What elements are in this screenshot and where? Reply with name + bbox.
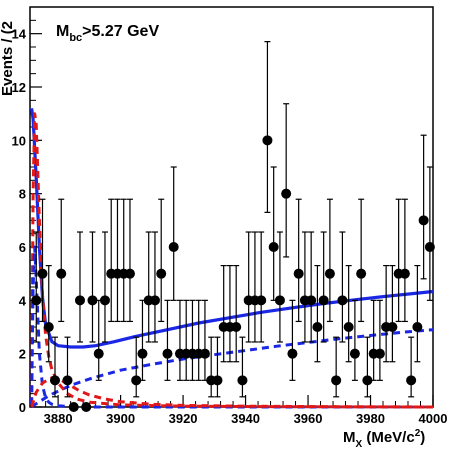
data-point (93, 348, 104, 359)
data-point (156, 268, 167, 279)
data-point (281, 188, 292, 199)
data-point (324, 268, 335, 279)
data-point (68, 402, 79, 412)
data-point (274, 295, 285, 306)
data-point (424, 242, 435, 252)
y-tick-label: 2 (19, 347, 26, 362)
data-point (149, 295, 160, 306)
selection-annotation: Mbc>5.27 GeV (56, 23, 159, 44)
data-point (318, 295, 329, 306)
data-point (74, 295, 85, 306)
x-tick-label: 3940 (231, 411, 260, 426)
y-tick-label: 6 (19, 240, 26, 255)
axis-tick-labels: 3880 3900 3920 3940 3960 3980 4000 0 2 4 6 8 10 12 14 (12, 27, 448, 426)
data-point (362, 375, 373, 386)
data-point (237, 375, 248, 386)
x-tick-label: 3960 (294, 411, 323, 426)
data-point (99, 295, 110, 306)
data-point (199, 348, 210, 359)
data-point (418, 215, 429, 226)
data-point (37, 268, 48, 279)
y-tick-label: 10 (12, 133, 26, 148)
data-point (337, 295, 348, 306)
data-point (387, 322, 398, 332)
x-tick-label: 3980 (356, 411, 385, 426)
data-point (268, 242, 279, 252)
y-tick-label: 8 (19, 187, 26, 202)
data-point (399, 268, 410, 279)
y-tick-label: 0 (19, 400, 26, 415)
x-tick-label: 4000 (419, 411, 448, 426)
data-point (349, 348, 360, 359)
data-point (412, 322, 423, 332)
y-tick-label: 12 (12, 80, 26, 95)
x-tick-label: 3900 (106, 411, 135, 426)
data-point (137, 348, 148, 359)
background-curve (30, 328, 434, 409)
data-point (212, 375, 223, 386)
data-point (124, 268, 135, 279)
y-tick-label: 14 (12, 27, 27, 42)
data-point (131, 375, 142, 386)
data-point (31, 295, 42, 306)
total-fit-curve (30, 108, 434, 349)
data-point (312, 322, 323, 332)
signal-a-curve (30, 112, 434, 409)
data-point (87, 295, 98, 306)
data-point (62, 375, 73, 386)
data-point (162, 348, 173, 359)
data-point (81, 402, 92, 412)
data-point (306, 295, 317, 306)
data-point (406, 375, 417, 386)
y-tick-label: 4 (19, 293, 27, 308)
x-tick-label: 3920 (169, 411, 198, 426)
x-axis-label: MX (MeV/c2) (343, 428, 425, 450)
data-point (256, 295, 267, 306)
data-point (287, 348, 298, 359)
data-point (293, 268, 304, 279)
data-point (343, 322, 354, 332)
signal-b-curve (30, 245, 433, 409)
signal-c-curve (30, 376, 434, 409)
data-point (231, 322, 242, 332)
x-tick-label: 3880 (44, 411, 73, 426)
data-points (31, 41, 435, 412)
data-point (331, 375, 342, 386)
data-point (56, 268, 67, 279)
data-point (168, 242, 179, 252)
data-point (374, 348, 385, 359)
data-point (356, 268, 367, 279)
data-point (49, 375, 60, 386)
y-axis-label: Events / (2 (0, 21, 16, 96)
data-point (43, 322, 54, 332)
data-point (262, 135, 273, 146)
